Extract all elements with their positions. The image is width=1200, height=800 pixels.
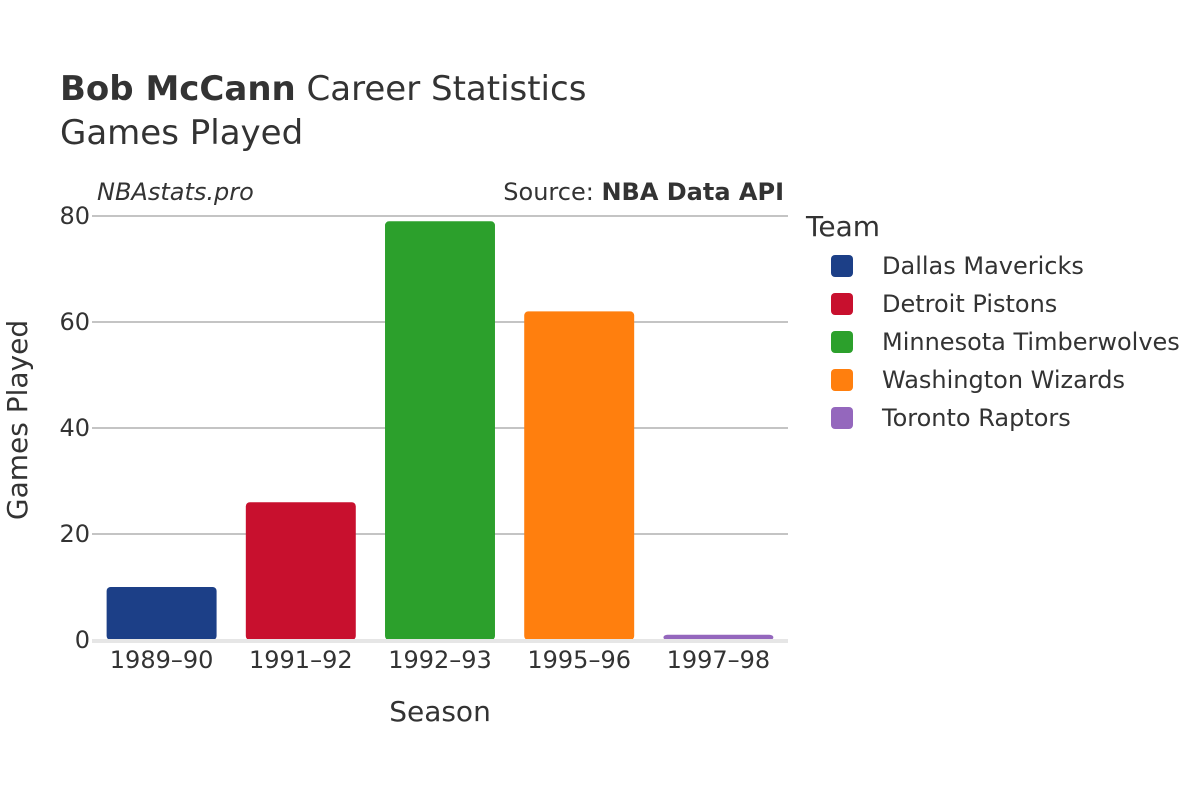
legend-item-label[interactable]: Dallas Mavericks xyxy=(882,252,1084,280)
bar-1997–98[interactable] xyxy=(663,634,774,640)
source-name: NBA Data API xyxy=(601,178,784,206)
y-axis-ticks: 0 20 40 60 80 xyxy=(59,202,90,654)
x-tick-label: 1992–93 xyxy=(388,646,492,674)
x-axis-title: Season xyxy=(389,695,491,728)
bar-1995–96[interactable] xyxy=(524,311,635,640)
x-tick-label: 1997–98 xyxy=(667,646,771,674)
bars xyxy=(106,221,774,641)
legend-item-label[interactable]: Toronto Raptors xyxy=(881,404,1071,432)
title-suffix: Career Statistics xyxy=(296,69,587,109)
legend-item-label[interactable]: Minnesota Timberwolves xyxy=(882,328,1180,356)
legend: Team Dallas Mavericks Detroit Pistons Minn… xyxy=(805,210,1180,432)
source-prefix: Source: xyxy=(503,178,601,206)
legend-item-label[interactable]: Detroit Pistons xyxy=(882,290,1057,318)
y-tick-label: 40 xyxy=(59,414,90,442)
y-tick-label: 60 xyxy=(59,308,90,336)
y-axis-title: Games Played xyxy=(1,320,34,520)
x-axis-ticks: 1989–90 1991–92 1992–93 1995–96 1997–98 xyxy=(110,646,770,674)
legend-title: Team xyxy=(805,210,880,243)
player-name: Bob McCann xyxy=(60,69,296,109)
y-tick-label: 0 xyxy=(75,626,90,654)
legend-swatch xyxy=(831,369,853,391)
chart-subtitle: Games Played xyxy=(60,113,303,153)
bar-1991–92[interactable] xyxy=(245,502,356,640)
chart-title: Bob McCann Career Statistics xyxy=(60,69,586,109)
source-credit: Source: NBA Data API xyxy=(503,178,784,206)
x-tick-label: 1995–96 xyxy=(527,646,631,674)
legend-swatch xyxy=(831,331,853,353)
legend-swatch xyxy=(831,293,853,315)
site-credit: NBAstats.pro xyxy=(97,178,254,206)
y-tick-label: 20 xyxy=(59,520,90,548)
legend-item-label[interactable]: Washington Wizards xyxy=(882,366,1125,394)
x-tick-label: 1991–92 xyxy=(249,646,353,674)
x-tick-label: 1989–90 xyxy=(110,646,214,674)
legend-swatch xyxy=(831,407,853,429)
bar-1992–93[interactable] xyxy=(385,221,495,641)
y-tick-label: 80 xyxy=(59,202,90,230)
legend-swatch xyxy=(831,255,853,277)
bar-1989–90[interactable] xyxy=(106,587,217,640)
